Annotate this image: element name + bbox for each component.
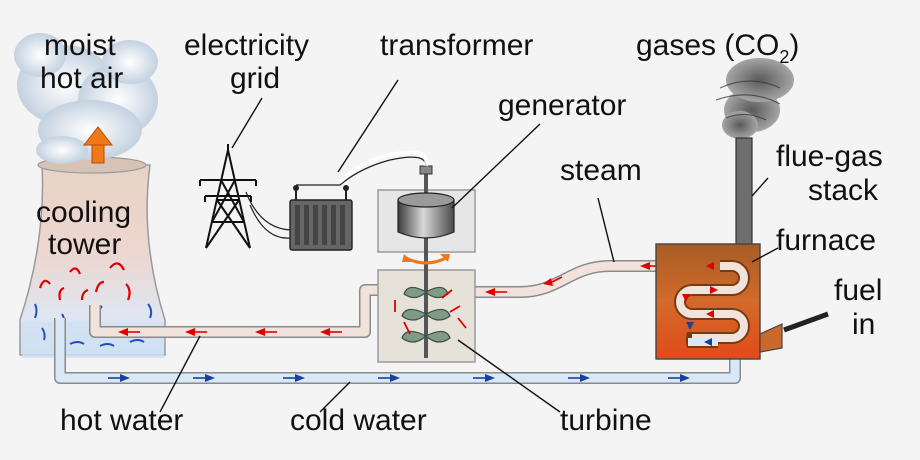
label-grid: grid — [230, 62, 280, 95]
hot-air-squiggles — [38, 262, 131, 301]
label-steam: steam — [560, 154, 642, 187]
rotation-arrow-icon — [402, 254, 412, 262]
label-in: in — [852, 308, 875, 341]
label-cooling: cooling — [36, 196, 131, 229]
cold-water-arrows — [108, 374, 690, 382]
label-turbine: turbine — [560, 404, 652, 437]
steam-pipe — [470, 260, 720, 298]
transformer — [289, 185, 353, 251]
steam-arrows — [485, 262, 662, 296]
turbine — [377, 255, 476, 363]
label-hot-water: hot water — [60, 404, 183, 437]
leader-lines — [159, 79, 779, 413]
label-electricity: electricity — [184, 29, 309, 62]
label-hot-air: hot air — [40, 62, 123, 95]
electricity-pylon-icon — [199, 144, 257, 249]
smoke-plume — [715, 58, 794, 139]
generator — [377, 165, 476, 265]
label-flue-gas: flue-gas — [776, 140, 883, 173]
label-cold-water: cold water — [290, 404, 427, 437]
cooling-tower — [14, 33, 166, 358]
updraft-arrow-icon — [82, 126, 114, 164]
label-moist: moist — [44, 29, 116, 62]
turbine-steam-arrows — [394, 289, 467, 335]
label-fuel: fuel — [834, 274, 882, 307]
steam-plume — [14, 33, 158, 164]
label-transformer: transformer — [380, 29, 533, 62]
flue-gas-stack — [735, 137, 753, 249]
label-stack: stack — [808, 174, 879, 207]
label-furnace: furnace — [776, 224, 876, 257]
hot-water-pipe — [89, 284, 385, 338]
label-tower: tower — [48, 228, 121, 261]
label-generator: generator — [498, 89, 626, 122]
boiler-coils — [674, 260, 750, 348]
label-gases: gases (CO2) — [636, 29, 799, 67]
hot-water-arrows — [118, 328, 342, 336]
